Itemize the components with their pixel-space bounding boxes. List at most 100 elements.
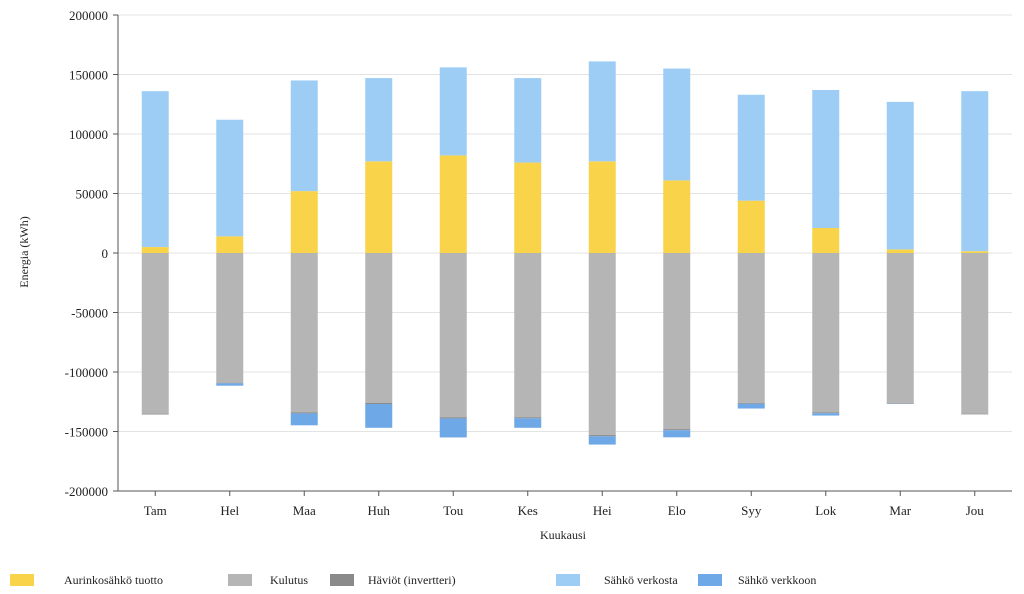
bar-s-hk-verkosta-kes — [514, 78, 542, 163]
x-tick-label: Lok — [815, 503, 836, 518]
bar-kulutus-tam — [141, 253, 169, 414]
x-tick-label: Maa — [293, 503, 316, 518]
bar-s-hk-verkosta-lok — [812, 89, 840, 229]
bar-h-vi-t-invertteri--mar — [886, 402, 914, 404]
y-tick-label: -200000 — [65, 484, 108, 499]
bar-kulutus-hei — [588, 253, 616, 436]
bar-s-hk-verkkoon-maa — [290, 413, 318, 426]
bar-kulutus-syy — [737, 253, 765, 403]
bar-chart: 200000 150000 100000 50000 0 -50000 -100000 -15… — [17, 8, 1012, 542]
bar-s-hk-verkkoon-huh — [365, 404, 393, 428]
bar-s-hk-verkosta-maa — [290, 80, 318, 192]
bar-aurinkos-hk-tuotto-lok — [812, 228, 840, 253]
legend-swatch — [698, 574, 722, 586]
bar-s-hk-verkkoon-kes — [514, 418, 542, 428]
y-tick-label: -100000 — [65, 365, 108, 380]
y-axis-title: Energia (kWh) — [17, 216, 31, 287]
bar-s-hk-verkosta-hei — [588, 61, 616, 162]
x-axis-title: Kuukausi — [540, 528, 587, 542]
bar-s-hk-verkosta-jou — [961, 91, 989, 252]
y-tick-label: 150000 — [69, 68, 108, 83]
y-tick-label: -150000 — [65, 425, 108, 440]
bar-h-vi-t-invertteri--tam — [141, 413, 169, 415]
bar-h-vi-t-invertteri--hel — [216, 382, 244, 384]
bar-aurinkos-hk-tuotto-elo — [663, 180, 691, 253]
x-tick-label: Mar — [889, 503, 911, 518]
bar-s-hk-verkosta-tam — [141, 91, 169, 248]
bar-kulutus-lok — [812, 253, 840, 413]
legend-swatch — [228, 574, 252, 586]
bar-s-hk-verkkoon-hel — [216, 383, 244, 386]
bar-kulutus-mar — [886, 253, 914, 403]
legend-item-s-hk-verkosta: Sähkö verkosta — [556, 572, 678, 588]
x-tick-label: Kes — [518, 503, 538, 518]
legend-swatch — [10, 574, 34, 586]
bar-s-hk-verkosta-hel — [216, 119, 244, 237]
x-tick-label: Tou — [443, 503, 464, 518]
y-tick-label: 0 — [102, 246, 109, 261]
bar-h-vi-t-invertteri--elo — [663, 429, 691, 431]
bar-aurinkos-hk-tuotto-kes — [514, 162, 542, 253]
legend-item-s-hk-verkkoon: Sähkö verkkoon — [698, 572, 816, 588]
bar-s-hk-verkkoon-syy — [737, 403, 765, 409]
legend-label: Sähkö verkosta — [604, 572, 678, 587]
bar-aurinkos-hk-tuotto-syy — [737, 200, 765, 253]
bar-kulutus-jou — [961, 253, 989, 414]
legend-label: Häviöt (invertteri) — [368, 572, 456, 587]
legend-swatch — [556, 574, 580, 586]
bar-h-vi-t-invertteri--kes — [514, 417, 542, 419]
bar-kulutus-maa — [290, 253, 318, 413]
x-tick-label: Jou — [966, 503, 985, 518]
x-tick-label: Tam — [144, 503, 167, 518]
bar-kulutus-tou — [439, 253, 467, 418]
x-tick-label: Hei — [593, 503, 612, 518]
x-tick-label: Hel — [220, 503, 239, 518]
bar-s-hk-verkkoon-hei — [588, 436, 616, 445]
legend-label: Kulutus — [270, 572, 309, 587]
legend-label: Sähkö verkkoon — [738, 572, 817, 587]
bars-layer — [141, 61, 989, 445]
bar-s-hk-verkosta-tou — [439, 67, 467, 156]
x-tick-label: Syy — [741, 503, 762, 518]
bar-aurinkos-hk-tuotto-huh — [365, 161, 393, 253]
bar-aurinkos-hk-tuotto-mar — [886, 249, 914, 253]
bar-s-hk-verkosta-elo — [663, 68, 691, 181]
bar-kulutus-huh — [365, 253, 393, 403]
bar-aurinkos-hk-tuotto-hel — [216, 236, 244, 253]
y-tick-label: 200000 — [69, 8, 108, 23]
legend-item-aurinkos-hk-tuotto: Aurinkosähkö tuotto — [10, 572, 163, 588]
bar-aurinkos-hk-tuotto-maa — [290, 191, 318, 253]
bar-h-vi-t-invertteri--syy — [737, 402, 765, 404]
bar-h-vi-t-invertteri--jou — [961, 413, 989, 415]
legend-item-h-vi-t-invertteri-: Häviöt (invertteri) — [330, 572, 456, 588]
bar-kulutus-elo — [663, 253, 691, 430]
y-tick-label: 100000 — [69, 127, 108, 142]
bar-h-vi-t-invertteri--maa — [290, 412, 318, 414]
bar-h-vi-t-invertteri--hei — [588, 435, 616, 437]
y-tick-label: 50000 — [76, 187, 109, 202]
bar-s-hk-verkosta-mar — [886, 101, 914, 250]
legend-swatch — [330, 574, 354, 586]
bar-h-vi-t-invertteri--huh — [365, 402, 393, 405]
y-tick-label: -50000 — [71, 306, 108, 321]
bar-aurinkos-hk-tuotto-tou — [439, 155, 467, 253]
bar-aurinkos-hk-tuotto-jou — [961, 251, 989, 253]
bar-s-hk-verkkoon-lok — [812, 413, 840, 416]
grid-layer — [118, 14, 1012, 492]
bar-aurinkos-hk-tuotto-tam — [141, 247, 169, 253]
bar-aurinkos-hk-tuotto-hei — [588, 161, 616, 253]
bar-s-hk-verkosta-syy — [737, 94, 765, 201]
x-tick-label: Huh — [368, 503, 391, 518]
bar-s-hk-verkosta-huh — [365, 78, 393, 162]
x-tick-label: Elo — [668, 503, 686, 518]
legend-label: Aurinkosähkö tuotto — [64, 572, 163, 587]
bar-h-vi-t-invertteri--lok — [812, 412, 840, 414]
bar-s-hk-verkkoon-elo — [663, 430, 691, 438]
axes-layer: 200000 150000 100000 50000 0 -50000 -100000 -15… — [65, 8, 1012, 518]
bar-kulutus-kes — [514, 253, 542, 418]
bar-h-vi-t-invertteri--tou — [439, 417, 467, 419]
legend-item-kulutus: Kulutus — [228, 572, 308, 588]
bar-kulutus-hel — [216, 253, 244, 383]
chart-legend: Aurinkosähkö tuotto Kulutus Häviöt (invert… — [0, 566, 1024, 594]
bar-s-hk-verkkoon-tou — [439, 418, 467, 438]
